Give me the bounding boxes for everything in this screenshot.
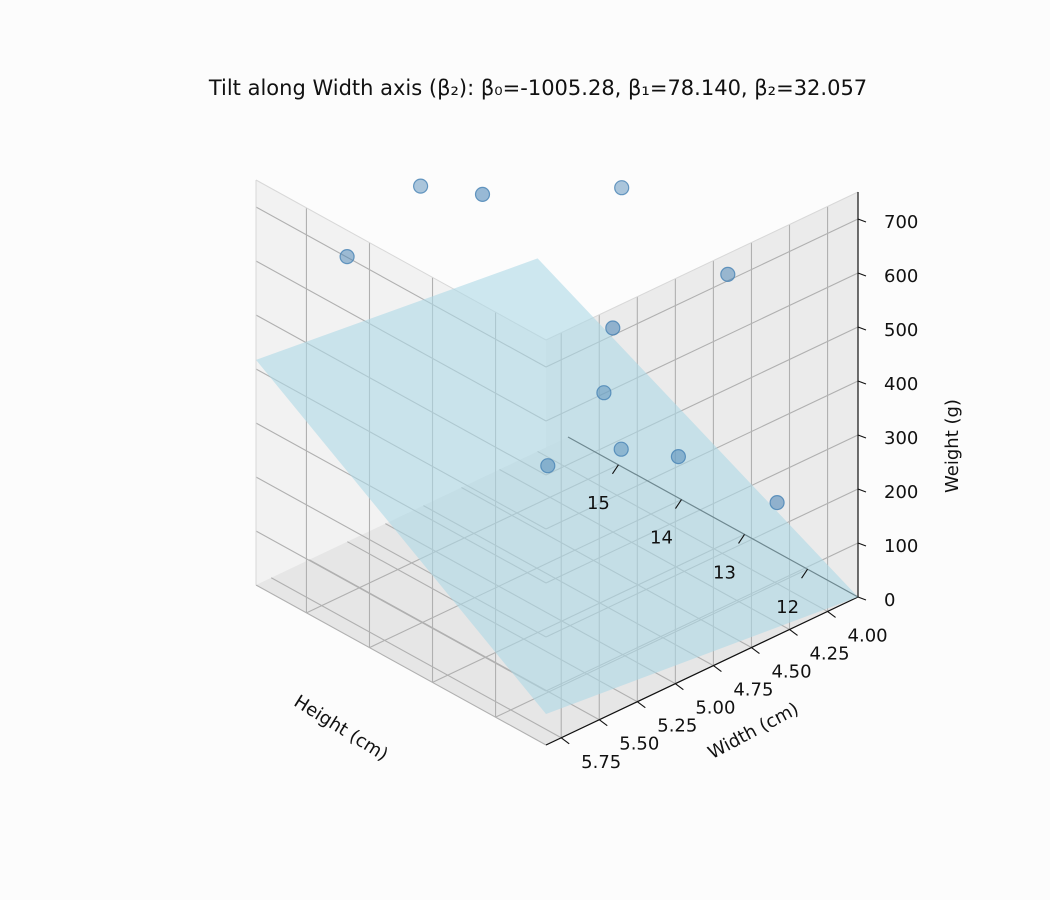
z-tick-label: 100 [884, 536, 918, 557]
x-tick-mark [801, 568, 809, 579]
z-tick-mark [857, 218, 867, 223]
data-point [413, 178, 429, 194]
data-point [540, 458, 556, 474]
pane-edge [545, 191, 859, 341]
y-tick-label: 5.00 [695, 698, 735, 719]
y-tick-label: 4.00 [848, 625, 888, 646]
y-tick-mark [751, 647, 760, 654]
x-tick-mark [675, 499, 682, 509]
grid-line-y-floor [270, 577, 562, 739]
y-tick-label: 5.25 [657, 716, 697, 737]
data-point [720, 266, 736, 282]
y-tick-label: 4.75 [733, 680, 773, 701]
x-axis-label: Height (cm) [290, 691, 392, 765]
z-tick-mark [857, 488, 867, 493]
y-tick-label: 5.75 [581, 752, 621, 773]
x-tick-label: 14 [650, 528, 673, 549]
data-point [474, 186, 491, 202]
y-tick-mark [675, 683, 684, 691]
z-tick-label: 200 [884, 482, 918, 503]
x-tick-label: 15 [587, 493, 610, 514]
chart-title: Tilt along Width axis (β₂): β₀=-1005.28,… [208, 76, 867, 100]
x-tick-label: 12 [776, 597, 799, 618]
data-point [614, 180, 630, 196]
z-tick-label: 500 [884, 320, 918, 341]
y-tick-mark [560, 737, 570, 745]
y-tick-label: 5.50 [619, 734, 659, 755]
regression-plane-surface [256, 258, 858, 714]
data-point [605, 320, 621, 336]
tick-labels: 15 14 13 12 4.004.254.504.755.005.255.505.75… [560, 212, 918, 773]
z-tick-label: 0 [884, 590, 895, 611]
y-tick-mark [598, 719, 608, 727]
data-point [339, 249, 355, 265]
regression-plane [256, 258, 858, 714]
data-point [613, 441, 629, 457]
z-tick-mark [857, 596, 867, 601]
z-tick-label: 600 [884, 266, 918, 287]
data-point [596, 385, 612, 401]
z-tick-mark [857, 326, 867, 331]
z-tick-mark [857, 542, 867, 547]
z-tick-label: 400 [884, 374, 918, 395]
z-tick-mark [857, 272, 867, 277]
data-point [670, 449, 687, 465]
data-point [769, 495, 785, 511]
x-tick-mark [738, 534, 745, 544]
x-tick-label: 13 [713, 562, 736, 583]
grid-line-z-left [255, 584, 547, 746]
y-tick-label: 4.50 [771, 662, 811, 683]
y-tick-mark [827, 610, 836, 618]
z-tick-label: 300 [884, 428, 918, 449]
y-tick-label: 4.25 [809, 644, 849, 665]
z-tick-label: 700 [884, 212, 918, 233]
y-tick-mark [636, 701, 646, 709]
y-axis-line [545, 596, 859, 746]
x-tick-mark [611, 464, 619, 475]
y-tick-mark [713, 665, 722, 673]
y-tick-mark [789, 629, 798, 636]
grid-line-z-left [255, 530, 547, 692]
data-points [339, 178, 785, 511]
z-axis-label: Weight (g) [942, 399, 963, 493]
z-tick-mark [857, 380, 867, 385]
z-tick-mark [857, 434, 867, 439]
